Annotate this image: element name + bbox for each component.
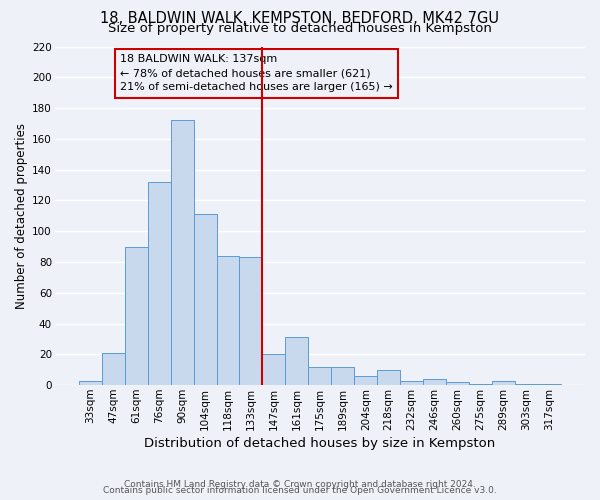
Bar <box>194 214 217 385</box>
Bar <box>125 246 148 385</box>
Bar <box>170 120 194 385</box>
Bar <box>423 379 446 385</box>
Bar <box>102 353 125 385</box>
Bar <box>262 354 286 385</box>
Bar <box>286 338 308 385</box>
Text: 18 BALDWIN WALK: 137sqm
← 78% of detached houses are smaller (621)
21% of semi-d: 18 BALDWIN WALK: 137sqm ← 78% of detache… <box>120 54 393 92</box>
Bar <box>217 256 239 385</box>
Text: 18, BALDWIN WALK, KEMPSTON, BEDFORD, MK42 7GU: 18, BALDWIN WALK, KEMPSTON, BEDFORD, MK4… <box>101 11 499 26</box>
X-axis label: Distribution of detached houses by size in Kempston: Distribution of detached houses by size … <box>144 437 496 450</box>
Bar <box>148 182 170 385</box>
Bar <box>400 380 423 385</box>
Bar <box>377 370 400 385</box>
Text: Contains HM Land Registry data © Crown copyright and database right 2024.: Contains HM Land Registry data © Crown c… <box>124 480 476 489</box>
Bar <box>354 376 377 385</box>
Bar <box>331 366 354 385</box>
Bar <box>515 384 538 385</box>
Text: Contains public sector information licensed under the Open Government Licence v3: Contains public sector information licen… <box>103 486 497 495</box>
Text: Size of property relative to detached houses in Kempston: Size of property relative to detached ho… <box>108 22 492 35</box>
Bar <box>492 380 515 385</box>
Bar <box>446 382 469 385</box>
Bar <box>239 258 262 385</box>
Bar <box>308 366 331 385</box>
Bar <box>538 384 561 385</box>
Bar <box>469 384 492 385</box>
Y-axis label: Number of detached properties: Number of detached properties <box>15 123 28 309</box>
Bar <box>79 380 102 385</box>
